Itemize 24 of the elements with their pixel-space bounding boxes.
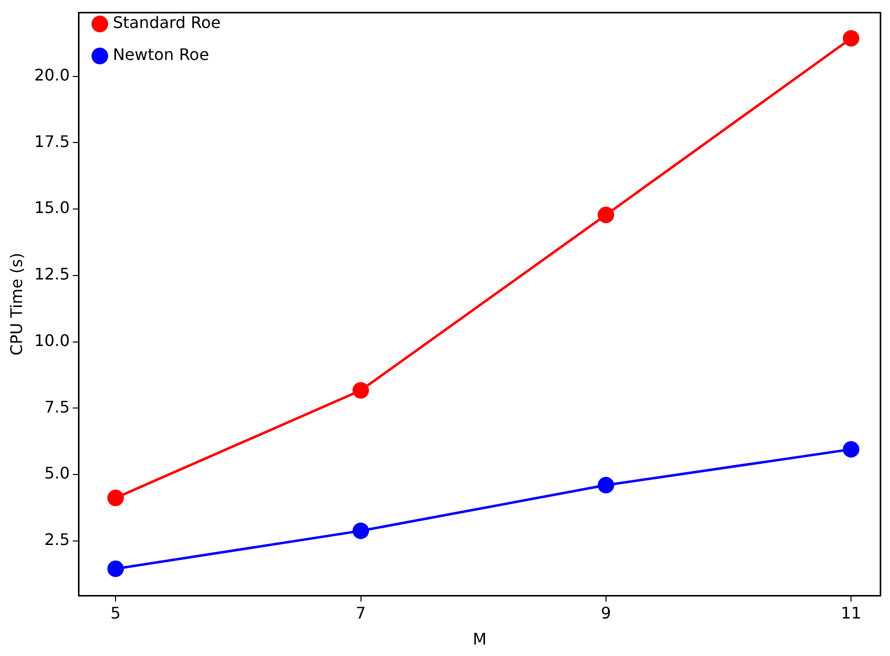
x-tick-label: 5 <box>110 603 121 622</box>
point <box>107 560 124 578</box>
y-tick-label: 7.5 <box>44 397 70 416</box>
x-tick-label: 7 <box>356 603 366 622</box>
point <box>352 382 370 399</box>
legend-label: Standard Roe <box>112 13 221 32</box>
y-tick-label: 17.5 <box>34 132 70 151</box>
y-tick-label: 15.0 <box>34 198 70 218</box>
y-tick-label: 20.0 <box>34 65 70 84</box>
x-axis-title: M <box>472 630 487 649</box>
point <box>598 476 614 494</box>
point <box>352 522 370 540</box>
point <box>842 441 860 458</box>
x-tick-label: 11 <box>840 603 862 622</box>
y-tick-label: 2.5 <box>44 530 70 550</box>
y-tick-label: 5.0 <box>44 464 70 483</box>
point <box>107 490 124 506</box>
legend-label: Newton Roe <box>112 45 210 64</box>
y-tick-label: 12.5 <box>34 264 70 284</box>
x-tick-label: 9 <box>600 603 612 622</box>
point <box>842 30 860 47</box>
y-axis-title: CPU Time (s) <box>6 252 26 356</box>
y-tick-label: 10.0 <box>34 330 70 350</box>
point <box>598 206 614 224</box>
